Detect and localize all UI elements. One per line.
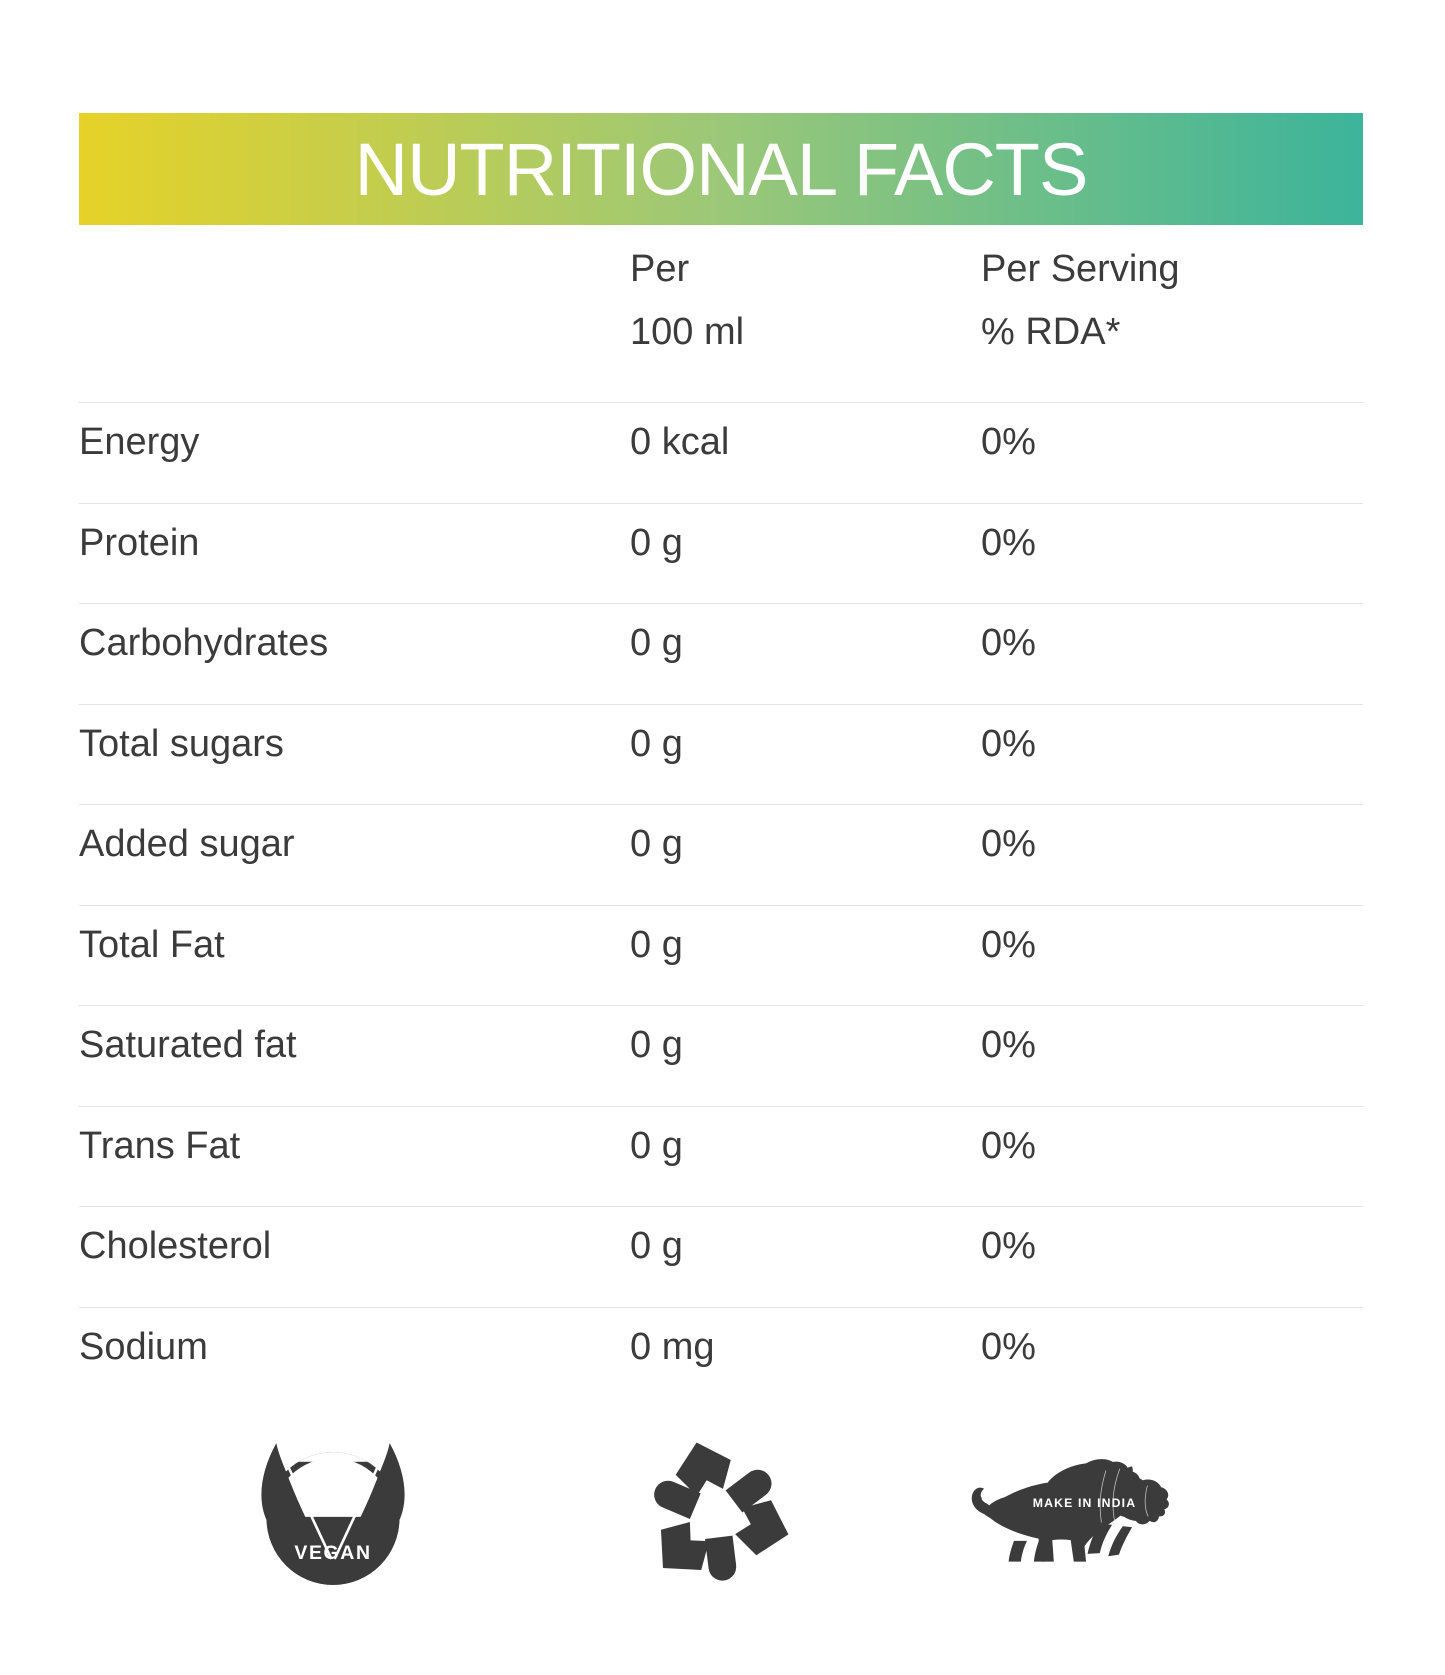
svg-text:VEGAN: VEGAN <box>294 1542 371 1564</box>
svg-text:MAKE IN INDIA: MAKE IN INDIA <box>1033 1496 1136 1510</box>
